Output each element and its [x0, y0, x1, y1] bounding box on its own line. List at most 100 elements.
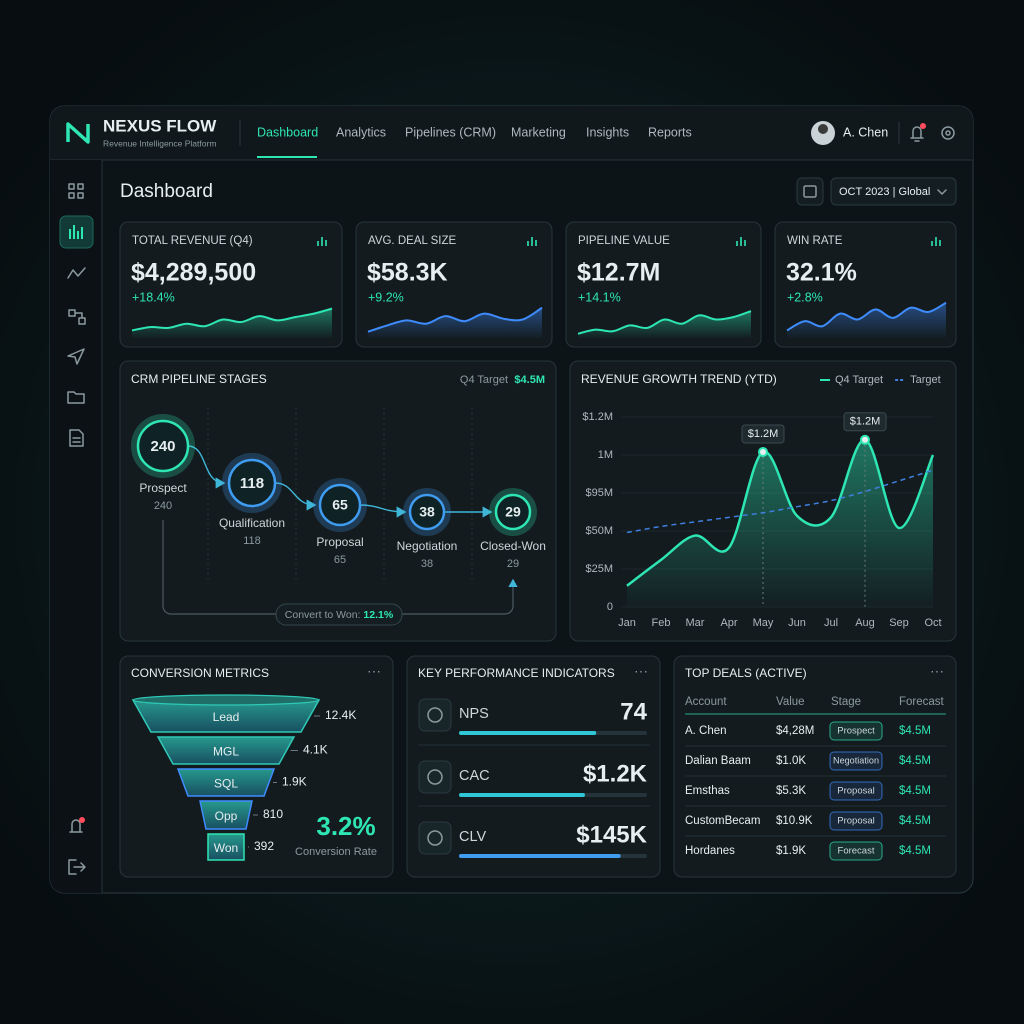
- sidebar: [50, 160, 102, 893]
- date-filter-label: OCT 2023 | Global: [839, 186, 930, 198]
- dynamic-content: 240 Prospect 240 118 Qualification 118 65 Propo…: [131, 374, 946, 861]
- sparkline-area: [132, 308, 332, 338]
- deal-account: CustomBecam: [685, 815, 760, 827]
- nav-icon-trend[interactable]: [67, 267, 86, 279]
- kpi-card: [565, 221, 762, 348]
- brand-tagline: Revenue Intelligence Platform: [103, 138, 216, 148]
- stage-connector: [359, 504, 407, 518]
- funnel-stage[interactable]: [207, 833, 245, 861]
- deals-card: [673, 655, 957, 878]
- kpi-icon: [427, 707, 443, 723]
- stage-name: Closed-Won: [480, 539, 546, 553]
- funnel-stage-name: SQL: [214, 777, 238, 791]
- active-underline: [257, 156, 317, 158]
- stage-count: 65: [332, 497, 348, 513]
- user-name[interactable]: A. Chen: [843, 125, 888, 139]
- deal-value: $1.0K: [776, 755, 806, 767]
- stage-node[interactable]: [227, 458, 277, 508]
- chevron: [937, 189, 947, 195]
- nav-icon-alerts[interactable]: [69, 819, 83, 833]
- stage-badge: [829, 811, 883, 831]
- settings-icon[interactable]: [941, 126, 955, 140]
- y-tick-label: 1M: [598, 449, 613, 461]
- progress-bar: [459, 731, 597, 735]
- kpi-icon: [527, 237, 537, 246]
- deal-account: Hordanes: [685, 845, 735, 857]
- nav-icon-doc[interactable]: [69, 429, 84, 447]
- kpi-icon-box: [418, 760, 452, 794]
- kpi-label: WIN RATE: [787, 235, 843, 247]
- stage-node[interactable]: [494, 493, 532, 531]
- nav-icon-grid-part: [68, 192, 75, 199]
- kpi-name: CAC: [459, 768, 490, 784]
- sparkline: [786, 301, 947, 332]
- sparkline-area: [787, 302, 946, 338]
- stage-node[interactable]: [136, 419, 190, 473]
- x-tick-label: Apr: [720, 617, 737, 629]
- conversion-pill: [275, 603, 403, 626]
- x-tick-label: Aug: [855, 617, 875, 629]
- nav-item[interactable]: Reports: [648, 125, 692, 139]
- kpi-name: NPS: [459, 706, 489, 722]
- kpi-card: [355, 221, 553, 348]
- card-title: TOP DEALS (ACTIVE): [685, 666, 807, 680]
- nav-item[interactable]: Insights: [586, 125, 629, 139]
- stage-count: 118: [240, 475, 264, 492]
- nav-icon-folder[interactable]: [67, 391, 85, 404]
- deal-stage: Prospect: [837, 726, 875, 737]
- stage-name: Negotiation: [397, 539, 458, 553]
- sparkline: [577, 310, 752, 335]
- more-menu[interactable]: ···: [634, 663, 648, 679]
- more-menu[interactable]: ···: [367, 663, 381, 679]
- calendar-button[interactable]: [796, 177, 824, 206]
- nav-icon-logout[interactable]: [68, 859, 86, 875]
- stage-node[interactable]: [318, 483, 362, 527]
- stage-connector: [187, 445, 226, 489]
- page-title: Dashboard: [120, 181, 213, 202]
- nav-item[interactable]: Pipelines (CRM): [405, 125, 496, 139]
- nav-icon-flow[interactable]: [68, 309, 86, 325]
- deal-forecast: $4.5M: [899, 755, 931, 767]
- nav-item[interactable]: Marketing: [511, 125, 566, 139]
- annotation-box: [741, 424, 785, 444]
- nav-item[interactable]: Analytics: [336, 125, 386, 139]
- brand-name: NEXUS FLOW: [103, 116, 217, 135]
- stage-badge: [829, 781, 883, 801]
- sparkline: [367, 306, 543, 333]
- nav-icon-send[interactable]: [67, 348, 85, 365]
- kpi-value: $58.3K: [367, 259, 448, 287]
- stage-count: 240: [150, 438, 175, 455]
- bell-icon[interactable]: [910, 126, 924, 142]
- date-filter[interactable]: [830, 177, 957, 206]
- x-tick-label: Jan: [618, 617, 636, 629]
- stage-glow: [131, 414, 195, 478]
- nav-icon-grid[interactable]: [68, 183, 75, 190]
- kpi-value: 32.1%: [786, 259, 857, 287]
- kpi-icon: [427, 830, 443, 846]
- calendar-icon: [803, 185, 817, 198]
- more-menu[interactable]: ···: [930, 663, 944, 679]
- conversion-value: 12.1%: [363, 609, 393, 621]
- stage-badge: [829, 841, 883, 861]
- nav-icon-active-bg[interactable]: [59, 215, 94, 249]
- kpi-value: $145K: [576, 821, 647, 848]
- y-tick-label: 0: [607, 601, 613, 613]
- funnel-stage[interactable]: [156, 736, 296, 765]
- deal-account: Emsthas: [685, 785, 730, 797]
- funnel-stage[interactable]: [199, 800, 253, 830]
- kpi-icon-box: [418, 698, 452, 732]
- kpi-label: AVG. DEAL SIZE: [368, 235, 457, 247]
- stage-glow: [403, 488, 451, 536]
- funnel-value: 1.9K: [282, 775, 307, 789]
- deal-forecast: $4.5M: [899, 725, 931, 737]
- nav-item[interactable]: Dashboard: [257, 125, 318, 139]
- stage-badge: [829, 751, 883, 771]
- x-tick-label: Feb: [652, 617, 671, 629]
- deal-stage: Negotiation: [833, 756, 879, 767]
- nav: Dashboard Analytics Pipelines (CRM) Marketi…: [257, 125, 692, 139]
- stage-node[interactable]: [408, 493, 446, 531]
- stage-glow: [222, 453, 282, 513]
- deal-stage: Forecast: [838, 846, 875, 857]
- funnel-stage[interactable]: [176, 768, 276, 797]
